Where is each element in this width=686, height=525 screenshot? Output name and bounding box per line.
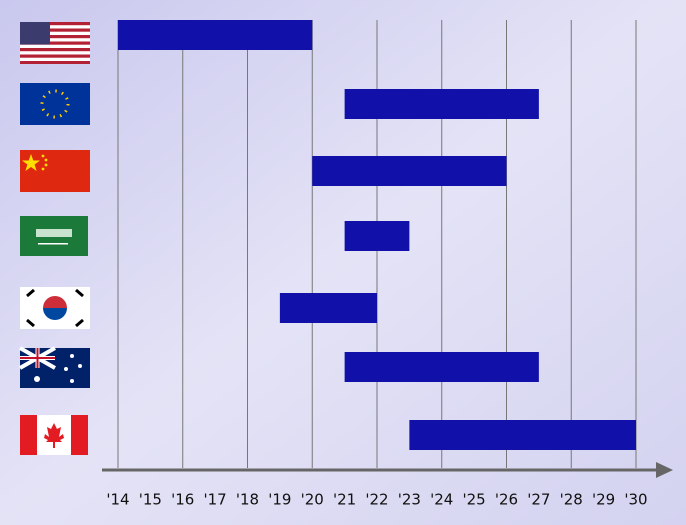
flag-canada (20, 415, 88, 455)
x-tick-label: '28 (560, 491, 583, 509)
x-tick-label: '24 (430, 491, 453, 509)
x-tick-label: '19 (268, 491, 291, 509)
flag-china (20, 150, 90, 192)
x-tick-label: '20 (301, 491, 324, 509)
x-tick-label: '16 (171, 491, 194, 509)
bar (312, 156, 507, 186)
x-tick-label: '27 (527, 491, 550, 509)
bar (118, 20, 313, 50)
x-tick-label: '15 (139, 491, 162, 509)
x-tick-label: '25 (463, 491, 486, 509)
x-tick-label: '14 (106, 491, 129, 509)
flag-south-korea (20, 287, 90, 329)
x-tick-label: '26 (495, 491, 518, 509)
flag-australia (19, 346, 90, 388)
x-tick-label: '30 (624, 491, 647, 509)
x-axis-arrow (656, 462, 673, 478)
x-tick-label: '18 (236, 491, 259, 509)
x-tick-label: '17 (204, 491, 227, 509)
bar (344, 89, 539, 119)
bar (409, 420, 636, 450)
x-tick-label: '22 (365, 491, 388, 509)
bar (344, 352, 539, 382)
plot-area (117, 20, 637, 468)
flag-eu (20, 83, 90, 125)
x-tick-label: '29 (592, 491, 615, 509)
x-tick-label: '21 (333, 491, 356, 509)
flag-usa (20, 22, 90, 64)
flag-saudi-arabia (20, 216, 88, 256)
bar (279, 293, 377, 323)
flags (19, 22, 90, 455)
x-tick-label: '23 (398, 491, 421, 509)
bar (344, 221, 410, 251)
